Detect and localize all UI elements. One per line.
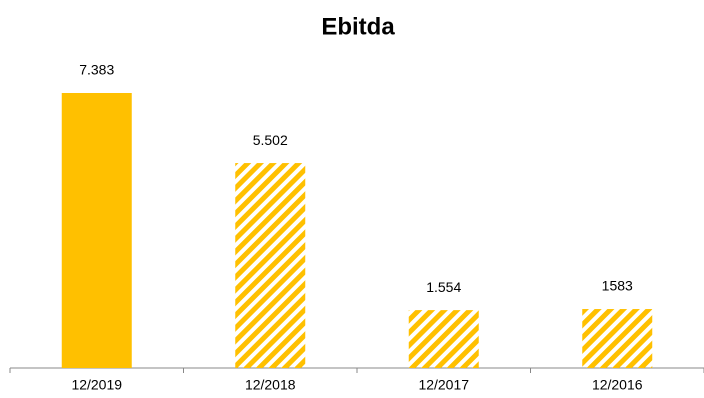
chart-title: Ebitda [321,13,395,40]
x-tick-label: 12/2016 [592,377,643,393]
bar [582,309,653,368]
bar [408,310,479,368]
bar [235,163,306,368]
value-label: 1583 [602,278,633,294]
x-tick-label: 12/2017 [418,377,469,393]
value-label: 5.502 [253,132,288,148]
x-tick-label: 12/2019 [71,377,122,393]
value-label: 1.554 [426,279,461,295]
x-tick-label: 12/2018 [245,377,296,393]
bar [61,93,132,368]
value-label: 7.383 [79,62,114,78]
